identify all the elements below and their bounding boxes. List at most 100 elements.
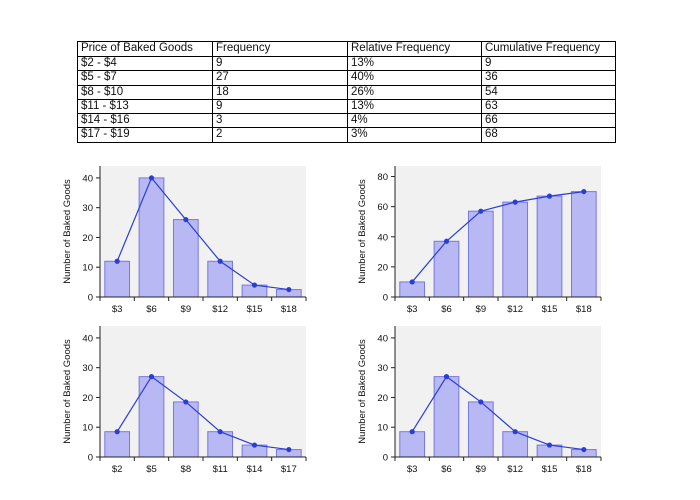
table-row: $17 - $19 2 3% 68 (77, 127, 616, 143)
y-tick-label: 80 (377, 172, 388, 183)
data-point (546, 442, 553, 448)
table-cell: 36 (481, 70, 616, 86)
x-tick-label: $9 (476, 304, 487, 315)
y-tick-label: 20 (377, 393, 388, 404)
table-cell: 3% (347, 127, 482, 143)
bar (502, 431, 529, 458)
data-point (183, 399, 189, 405)
plot-area (100, 166, 306, 297)
x-tick-label: $3 (407, 464, 418, 475)
data-point (478, 399, 484, 405)
x-tick-label: $6 (441, 304, 452, 315)
y-tick-label: 40 (82, 333, 93, 344)
bar (399, 431, 426, 458)
y-tick-label: 20 (377, 262, 388, 273)
x-tick-label: $3 (407, 304, 418, 315)
data-point (217, 429, 223, 435)
y-tick-label: 0 (88, 453, 93, 464)
table-cell: 3 (212, 113, 348, 129)
x-tick-label: $12 (507, 464, 523, 475)
x-tick-label: $15 (247, 304, 263, 315)
table-header-row: Price of Baked Goods Frequency Relative … (77, 41, 616, 57)
data-point (114, 258, 120, 264)
x-tick-label: $12 (212, 304, 228, 315)
y-axis-label: Number of Baked Goods (357, 179, 368, 284)
y-tick-label: 40 (377, 333, 388, 344)
plot-area (395, 326, 601, 457)
table-header-relative-frequency: Relative Frequency (347, 41, 482, 57)
bar (138, 177, 165, 298)
x-tick-label: $2 (112, 464, 123, 475)
data-point (286, 446, 292, 453)
data-point (114, 429, 120, 435)
series-line (116, 176, 289, 291)
table-cell: 9 (212, 55, 348, 72)
x-tick-label: $15 (542, 464, 558, 475)
table-cell: 27 (212, 70, 348, 86)
y-axis-label: Number of Baked Goods (62, 339, 73, 444)
table-header-cumulative-frequency: Cumulative Frequency (481, 41, 616, 57)
x-tick-label: $15 (542, 304, 558, 315)
bar (467, 401, 494, 458)
data-point (217, 258, 223, 264)
data-point (409, 279, 415, 285)
table-cell: 18 (212, 84, 348, 100)
table-cell: $14 - $16 (77, 113, 213, 129)
plot-area (100, 326, 306, 457)
y-tick-label: 20 (82, 393, 93, 404)
table-cell: 13% (347, 98, 482, 115)
bar (502, 201, 529, 298)
bar (172, 219, 199, 298)
bar (570, 191, 597, 298)
frequency-table: Price of Baked Goods Frequency Relative … (77, 41, 616, 143)
data-point (183, 216, 189, 223)
x-tick-label: $6 (146, 304, 157, 315)
table-row: $5 - $7 27 40% 36 (77, 70, 616, 86)
chart-top-right: 0 20 40 60 80 $3 $6 $9 $12 $15 $18 Number of Baked … (357, 166, 602, 315)
y-tick-label: 0 (383, 453, 388, 464)
series-line (116, 375, 289, 451)
y-axis-label: Number of Baked Goods (357, 339, 368, 444)
x-tick-label: $11 (213, 464, 228, 475)
table-cell: $5 - $7 (77, 70, 213, 86)
table-header-price: Price of Baked Goods (77, 41, 213, 57)
y-tick-label: 20 (82, 233, 93, 244)
table-row: $14 - $16 3 4% 66 (77, 113, 616, 129)
data-point (443, 238, 450, 244)
chart-top-left: 0 10 20 30 40 $3 $6 $9 $12 $15 $18 Number of Baked … (62, 166, 307, 315)
table-cell: 26% (347, 84, 482, 100)
bar (207, 431, 234, 458)
x-tick-label: $9 (476, 464, 487, 475)
data-point (581, 188, 587, 195)
y-tick-label: 30 (82, 203, 93, 214)
y-tick-label: 60 (377, 202, 388, 213)
data-point (512, 429, 518, 435)
bar (433, 376, 460, 458)
table-cell: $17 - $19 (77, 127, 213, 143)
chart-bottom-right: 0 10 20 30 40 $3 $6 $9 $12 $15 $18 Number of Baked … (357, 326, 602, 475)
y-tick-label: 0 (88, 293, 93, 304)
data-point (478, 208, 484, 214)
series-line (411, 191, 584, 283)
y-tick-label: 10 (82, 263, 93, 274)
x-tick-label: $14 (247, 464, 263, 475)
bar (104, 431, 131, 458)
table-header-frequency: Frequency (212, 41, 348, 57)
x-tick-label: $18 (576, 304, 592, 315)
data-point (148, 374, 155, 380)
table-cell: 68 (481, 127, 616, 143)
bar (467, 210, 494, 298)
table-cell: 9 (481, 55, 616, 72)
x-tick-label: $8 (181, 464, 192, 475)
table-cell: 9 (212, 98, 348, 115)
table-cell: 13% (347, 55, 482, 72)
data-point (251, 442, 258, 448)
data-point (286, 286, 292, 293)
table-row: $11 - $13 9 13% 63 (77, 98, 616, 115)
table-cell: 66 (481, 113, 616, 129)
x-tick-label: $5 (146, 464, 157, 475)
table-cell: 54 (481, 84, 616, 100)
table-cell: 4% (347, 113, 482, 129)
bar (433, 240, 460, 298)
y-tick-label: 10 (377, 423, 388, 434)
